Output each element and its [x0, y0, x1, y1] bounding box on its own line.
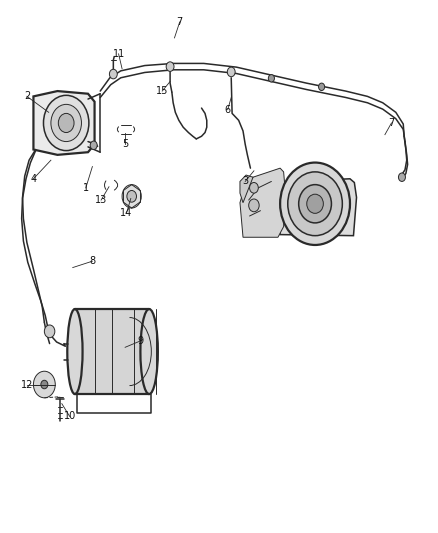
Circle shape: [41, 380, 48, 389]
Text: 10: 10: [64, 411, 76, 422]
Text: 4: 4: [30, 174, 36, 184]
Text: 3: 3: [242, 176, 248, 187]
Ellipse shape: [288, 172, 343, 236]
Text: 6: 6: [225, 104, 231, 115]
Text: 13: 13: [95, 195, 107, 205]
Circle shape: [268, 75, 275, 82]
Ellipse shape: [141, 309, 158, 394]
Circle shape: [127, 190, 137, 202]
Text: 5: 5: [122, 139, 128, 149]
Circle shape: [122, 184, 141, 208]
Ellipse shape: [299, 184, 332, 223]
Ellipse shape: [67, 309, 82, 394]
Text: 1: 1: [83, 183, 89, 193]
Text: 14: 14: [120, 208, 133, 219]
Circle shape: [51, 104, 81, 142]
Polygon shape: [240, 175, 253, 203]
Text: 7: 7: [177, 17, 183, 27]
Circle shape: [33, 371, 55, 398]
Circle shape: [58, 114, 74, 133]
Text: 15: 15: [156, 86, 169, 96]
Circle shape: [399, 173, 406, 181]
Circle shape: [43, 95, 89, 151]
Ellipse shape: [307, 194, 323, 213]
Circle shape: [44, 325, 55, 338]
Text: 7: 7: [389, 118, 395, 128]
Text: 9: 9: [138, 336, 144, 346]
Circle shape: [318, 83, 325, 91]
Circle shape: [227, 67, 235, 77]
Circle shape: [249, 199, 259, 212]
Polygon shape: [278, 179, 357, 236]
Circle shape: [90, 141, 97, 150]
Circle shape: [110, 69, 117, 79]
Polygon shape: [75, 309, 149, 394]
Text: 11: 11: [113, 49, 125, 59]
Polygon shape: [240, 168, 286, 237]
Polygon shape: [33, 91, 95, 155]
Circle shape: [166, 62, 174, 71]
Text: 8: 8: [89, 256, 95, 266]
Text: 2: 2: [24, 91, 30, 101]
Circle shape: [250, 182, 258, 193]
Text: 12: 12: [21, 379, 33, 390]
Ellipse shape: [280, 163, 350, 245]
